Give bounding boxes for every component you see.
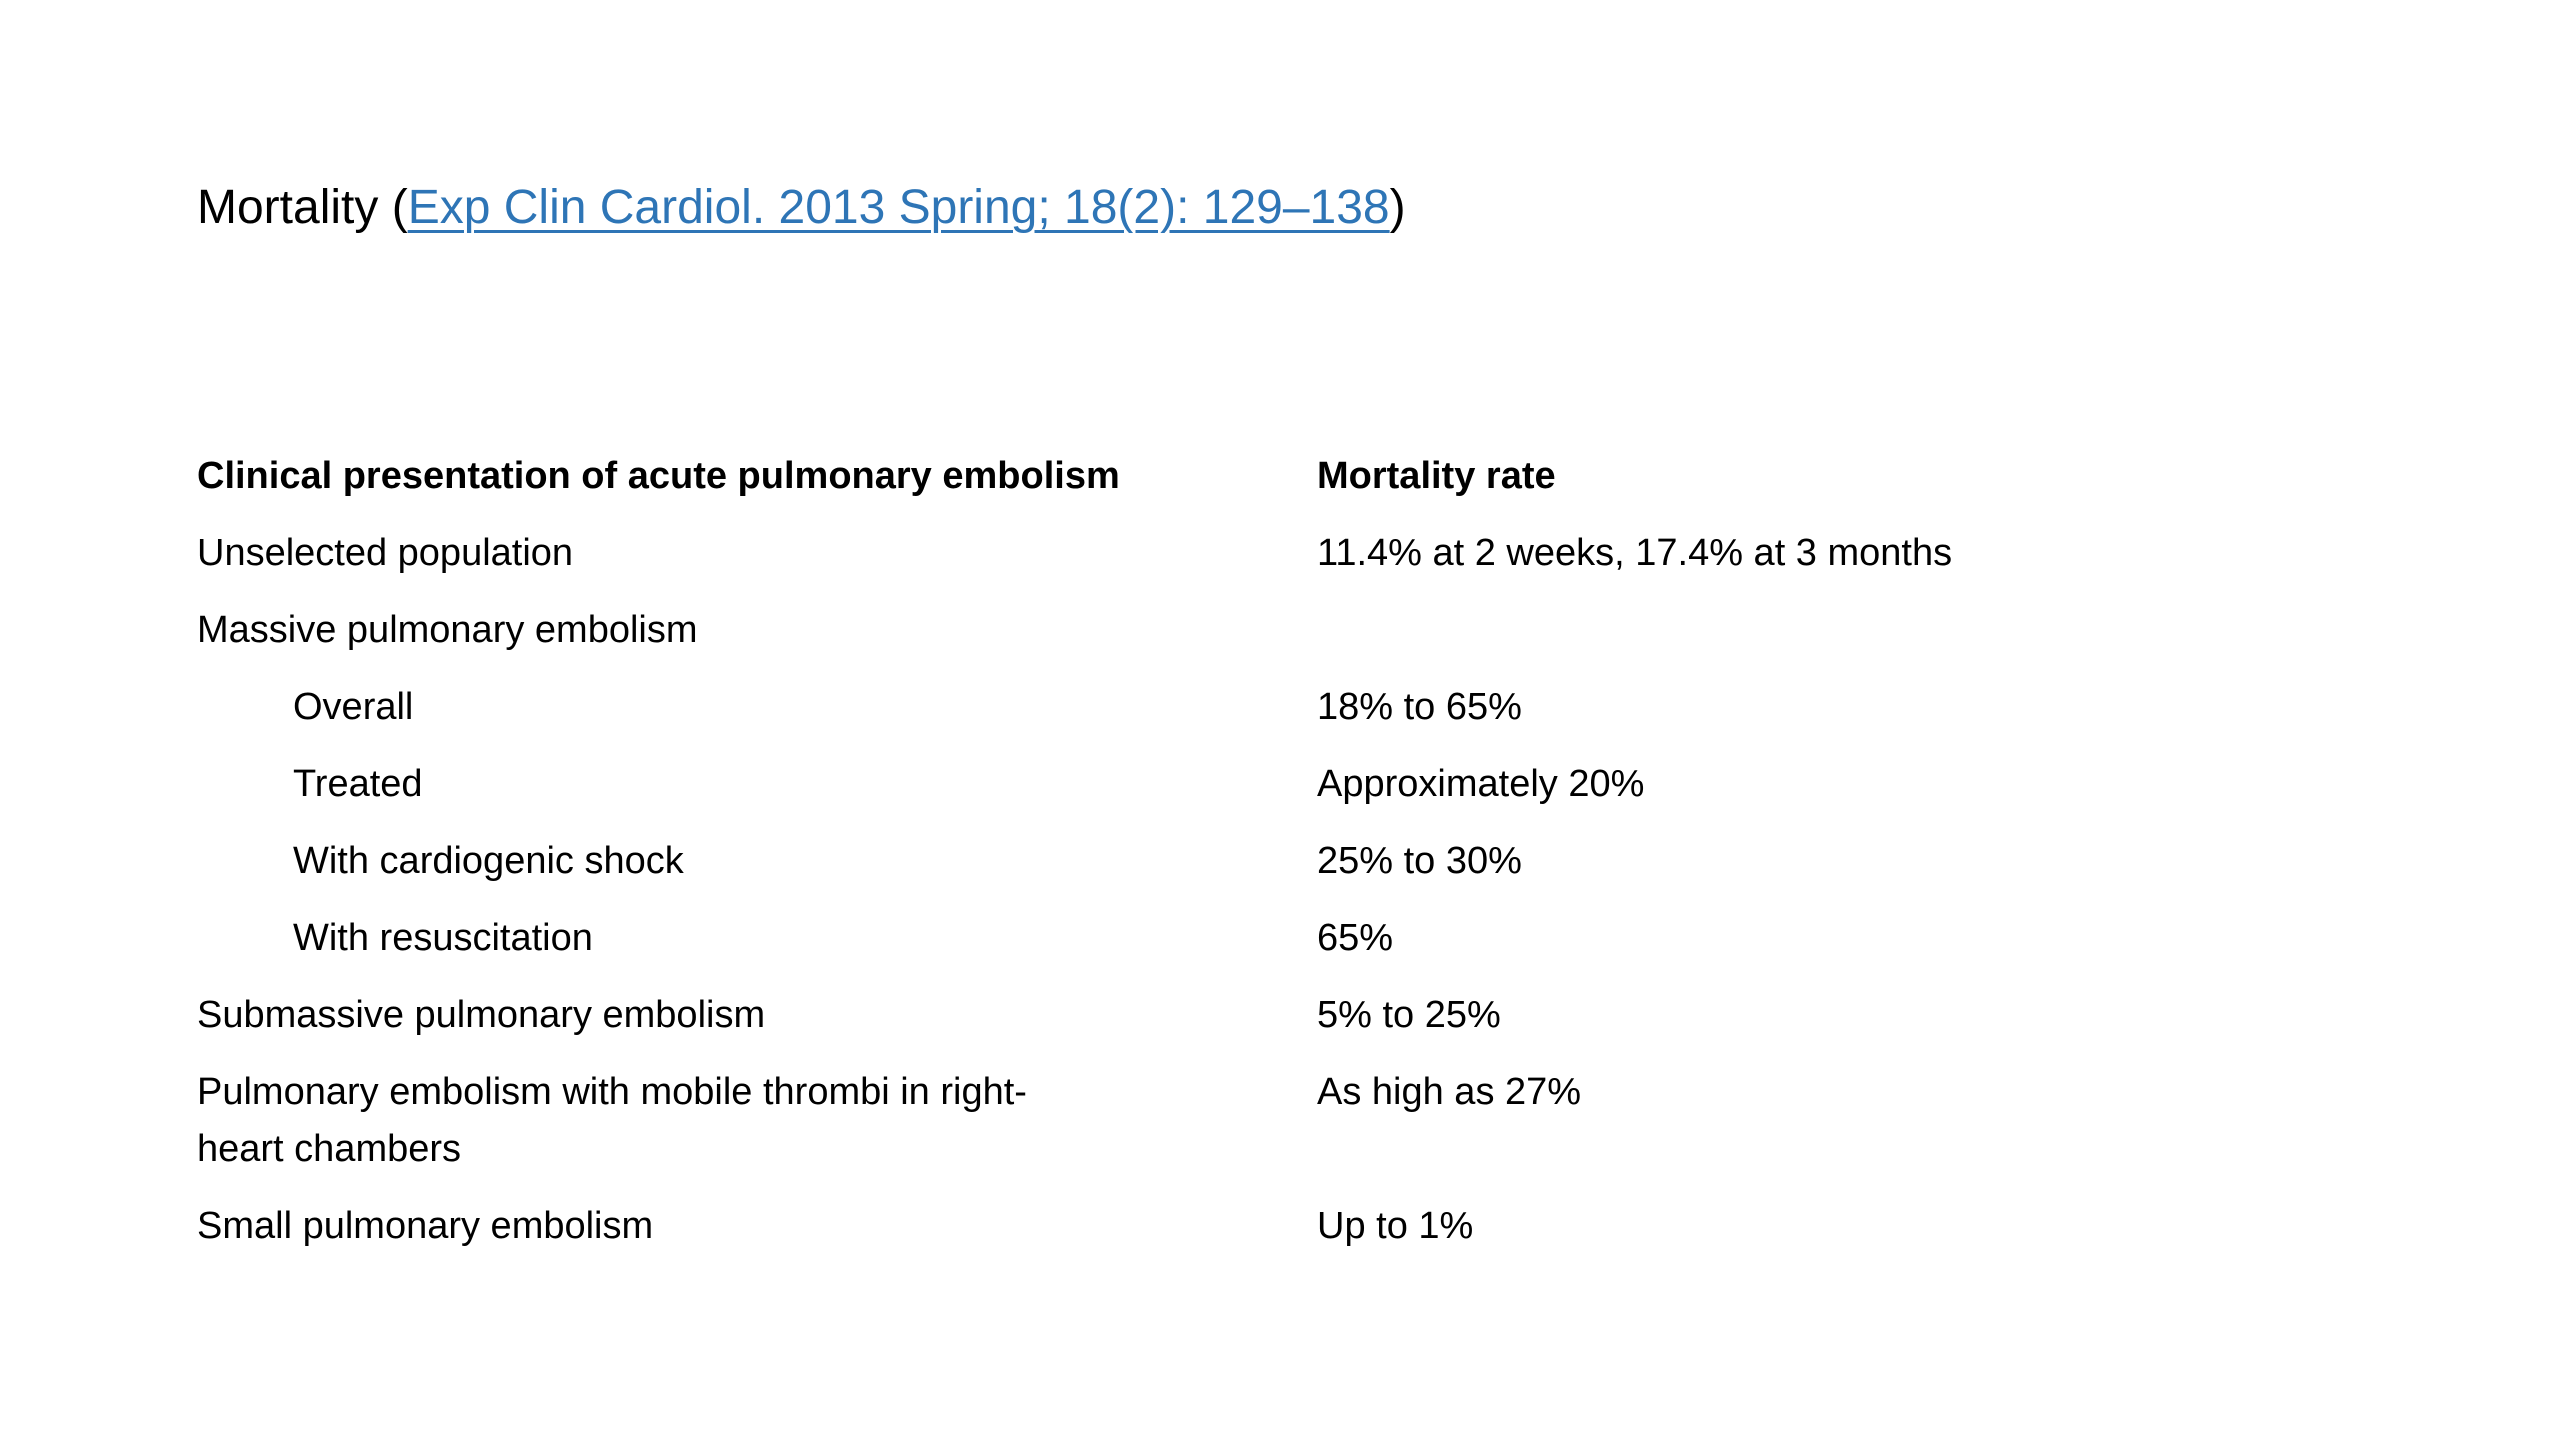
table-row: Small pulmonary embolism Up to 1% bbox=[197, 1198, 2117, 1255]
row-label: Small pulmonary embolism bbox=[197, 1205, 654, 1247]
mortality-table: Clinical presentation of acute pulmonary… bbox=[197, 448, 2117, 1275]
table-row: Treated Approximately 20% bbox=[197, 756, 2117, 813]
table-row: Overall 18% to 65% bbox=[197, 679, 2117, 736]
row-value: As high as 27% bbox=[1317, 1071, 1582, 1113]
row-label: With cardiogenic shock bbox=[293, 840, 684, 882]
citation-link[interactable]: Exp Clin Cardiol. 2013 Spring; 18(2): 12… bbox=[407, 181, 1390, 234]
row-label: Overall bbox=[293, 686, 414, 728]
row-value: Up to 1% bbox=[1317, 1205, 1474, 1247]
page-title: Mortality (Exp Clin Cardiol. 2013 Spring… bbox=[197, 178, 1406, 238]
title-prefix: Mortality ( bbox=[197, 181, 408, 234]
table-row: Massive pulmonary embolism bbox=[197, 602, 2117, 659]
row-value: 25% to 30% bbox=[1317, 840, 1522, 882]
column-header-presentation: Clinical presentation of acute pulmonary… bbox=[197, 455, 1120, 497]
row-label: Submassive pulmonary embolism bbox=[197, 994, 766, 1036]
row-value bbox=[1317, 602, 2117, 659]
table-row: With cardiogenic shock 25% to 30% bbox=[197, 833, 2117, 890]
row-label: Pulmonary embolism with mobile thrombi i… bbox=[197, 1071, 1027, 1170]
column-header-mortality-rate: Mortality rate bbox=[1317, 455, 1556, 497]
table-row: Unselected population 11.4% at 2 weeks, … bbox=[197, 525, 2117, 582]
row-label: Treated bbox=[293, 763, 423, 805]
row-value: 65% bbox=[1317, 917, 1394, 959]
row-value: 18% to 65% bbox=[1317, 686, 1522, 728]
row-value: 11.4% at 2 weeks, 17.4% at 3 months bbox=[1317, 532, 1953, 574]
table-row: Pulmonary embolism with mobile thrombi i… bbox=[197, 1064, 2117, 1178]
row-label: With resuscitation bbox=[293, 917, 593, 959]
table-row: With resuscitation 65% bbox=[197, 910, 2117, 967]
row-label: Unselected population bbox=[197, 532, 574, 574]
row-value: 5% to 25% bbox=[1317, 994, 1501, 1036]
row-value: Approximately 20% bbox=[1317, 763, 1645, 805]
title-suffix: ) bbox=[1389, 181, 1406, 234]
table-row: Submassive pulmonary embolism 5% to 25% bbox=[197, 987, 2117, 1044]
row-label: Massive pulmonary embolism bbox=[197, 609, 698, 651]
table-header-row: Clinical presentation of acute pulmonary… bbox=[197, 448, 2117, 505]
